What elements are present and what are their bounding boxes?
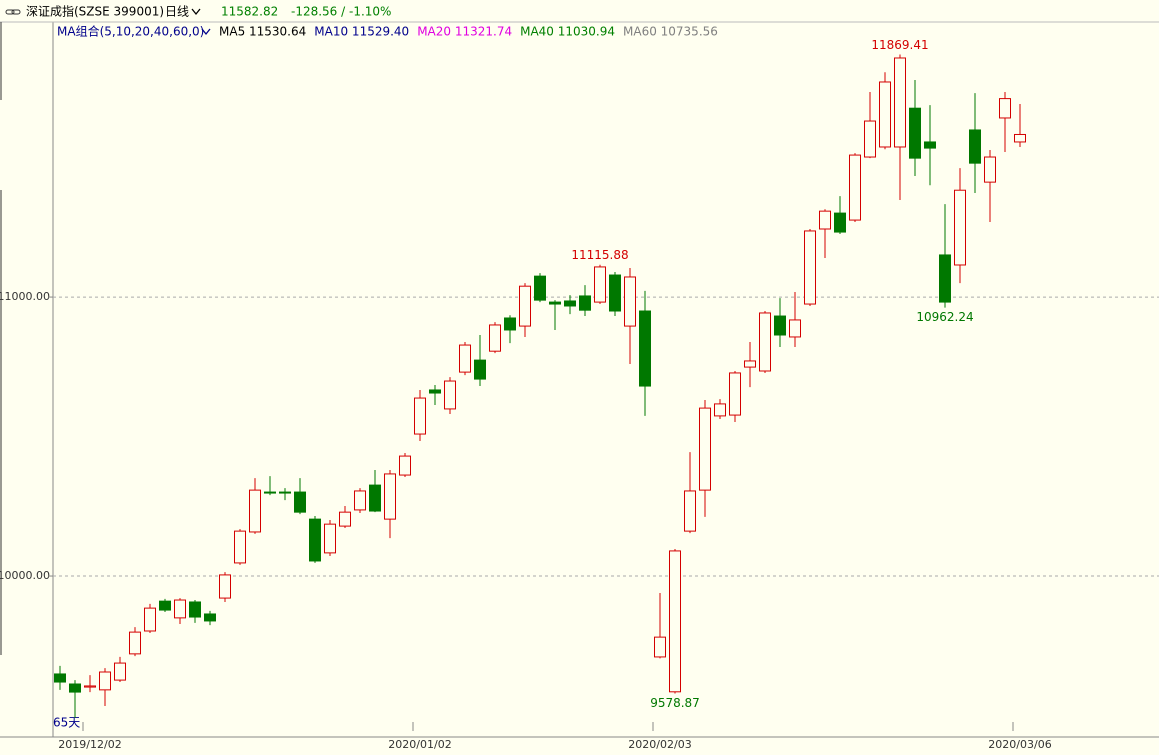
y-tick-label: 10000.00 bbox=[0, 569, 50, 582]
candle-body bbox=[774, 315, 786, 336]
candle-body bbox=[99, 671, 111, 691]
candle-body bbox=[189, 601, 201, 618]
candle-body bbox=[579, 295, 591, 311]
candle-body bbox=[654, 636, 666, 658]
period-selector[interactable]: 日线 bbox=[165, 5, 189, 19]
candle-body bbox=[204, 613, 216, 622]
candle-body bbox=[174, 599, 186, 619]
candle-body bbox=[744, 360, 756, 368]
candle-body bbox=[414, 397, 426, 435]
candle-body bbox=[219, 574, 231, 599]
candle-body bbox=[819, 210, 831, 230]
ma-legend-item: MA60 10735.56 bbox=[623, 25, 718, 39]
candle-body bbox=[324, 523, 336, 554]
candle-body bbox=[1014, 133, 1026, 143]
candle-body bbox=[864, 120, 876, 158]
candle-body bbox=[999, 98, 1011, 119]
candle-body bbox=[669, 550, 681, 693]
candle-body bbox=[759, 312, 771, 372]
candle-body bbox=[549, 301, 561, 305]
candle-body bbox=[384, 473, 396, 520]
candle-body bbox=[444, 380, 456, 410]
candle-body bbox=[459, 344, 471, 373]
candle-body bbox=[969, 129, 981, 164]
candle-body bbox=[54, 673, 66, 683]
x-tick-label: 2020/02/03 bbox=[628, 738, 691, 751]
extreme-label: 10962.24 bbox=[916, 310, 973, 324]
link-icon bbox=[5, 9, 21, 15]
candle-body bbox=[129, 631, 141, 655]
ma-legend-item: MA40 11030.94 bbox=[520, 25, 615, 39]
candle-body bbox=[849, 154, 861, 221]
extreme-label: 11115.88 bbox=[571, 248, 628, 262]
candle-body bbox=[144, 607, 156, 632]
extreme-label: 11869.41 bbox=[871, 38, 928, 52]
candle-body bbox=[489, 324, 501, 352]
candle-body bbox=[249, 489, 261, 533]
candle-body bbox=[594, 266, 606, 303]
candle-body bbox=[804, 230, 816, 305]
candle-body bbox=[834, 212, 846, 233]
candle-body bbox=[534, 275, 546, 301]
candle-body bbox=[909, 107, 921, 159]
candle-body bbox=[984, 156, 996, 183]
candle-body bbox=[639, 310, 651, 387]
candle-body bbox=[429, 389, 441, 394]
candle-body bbox=[69, 683, 81, 693]
ma-legend: MA5 11530.64 MA10 11529.40 MA20 11321.74 MA… bbox=[219, 25, 718, 39]
candle-body bbox=[264, 491, 276, 494]
period-dropdown[interactable] bbox=[191, 8, 201, 16]
candle-body bbox=[894, 57, 906, 148]
candle-body bbox=[624, 276, 636, 327]
candle-body bbox=[84, 685, 96, 688]
candle-body bbox=[294, 491, 306, 513]
days-label: 65天 bbox=[53, 716, 80, 730]
x-tick-label: 2019/12/02 bbox=[58, 738, 121, 751]
plot: 10000.00 11000.00 2019/12/02 2020/01/02 2020… bbox=[0, 38, 1159, 751]
ma-legend-item: MA20 11321.74 bbox=[417, 25, 512, 39]
candle-body bbox=[924, 141, 936, 149]
extreme-label: 9578.87 bbox=[650, 696, 700, 710]
candle-body bbox=[729, 372, 741, 416]
ma-legend-item: MA5 11530.64 bbox=[219, 25, 306, 39]
candle-body bbox=[939, 254, 951, 303]
candle-body bbox=[519, 285, 531, 327]
price: 11582.82 bbox=[221, 5, 278, 19]
candle-body bbox=[684, 490, 696, 532]
candle-body bbox=[609, 274, 621, 312]
candle-body bbox=[879, 81, 891, 148]
candle-body bbox=[309, 518, 321, 562]
candle-body bbox=[234, 530, 246, 564]
candle-body bbox=[954, 189, 966, 266]
candle-body bbox=[789, 319, 801, 338]
candle-body bbox=[159, 600, 171, 611]
candle-body bbox=[369, 484, 381, 512]
symbol: 深证成指(SZSE 399001) bbox=[26, 4, 164, 19]
header-bar bbox=[0, 0, 1159, 22]
change: -128.56 / -1.10% bbox=[291, 5, 391, 19]
candle-body bbox=[699, 407, 711, 491]
candle-body bbox=[279, 491, 291, 494]
x-tick-label: 2020/03/06 bbox=[988, 738, 1051, 751]
x-tick-label: 2020/01/02 bbox=[388, 738, 451, 751]
candle-body bbox=[399, 455, 411, 476]
candle-body bbox=[504, 317, 516, 331]
candle-body bbox=[564, 300, 576, 307]
ma-legend-item: MA10 11529.40 bbox=[314, 25, 409, 39]
candle-body bbox=[354, 490, 366, 511]
candle-body bbox=[114, 662, 126, 681]
ma-selector[interactable]: MA组合(5,10,20,40,60,0) bbox=[57, 24, 204, 39]
y-tick-label: 11000.00 bbox=[0, 290, 50, 303]
ma-dropdown[interactable] bbox=[201, 28, 211, 36]
candle-body bbox=[714, 403, 726, 417]
candle-body bbox=[474, 359, 486, 380]
candle-body bbox=[339, 511, 351, 527]
